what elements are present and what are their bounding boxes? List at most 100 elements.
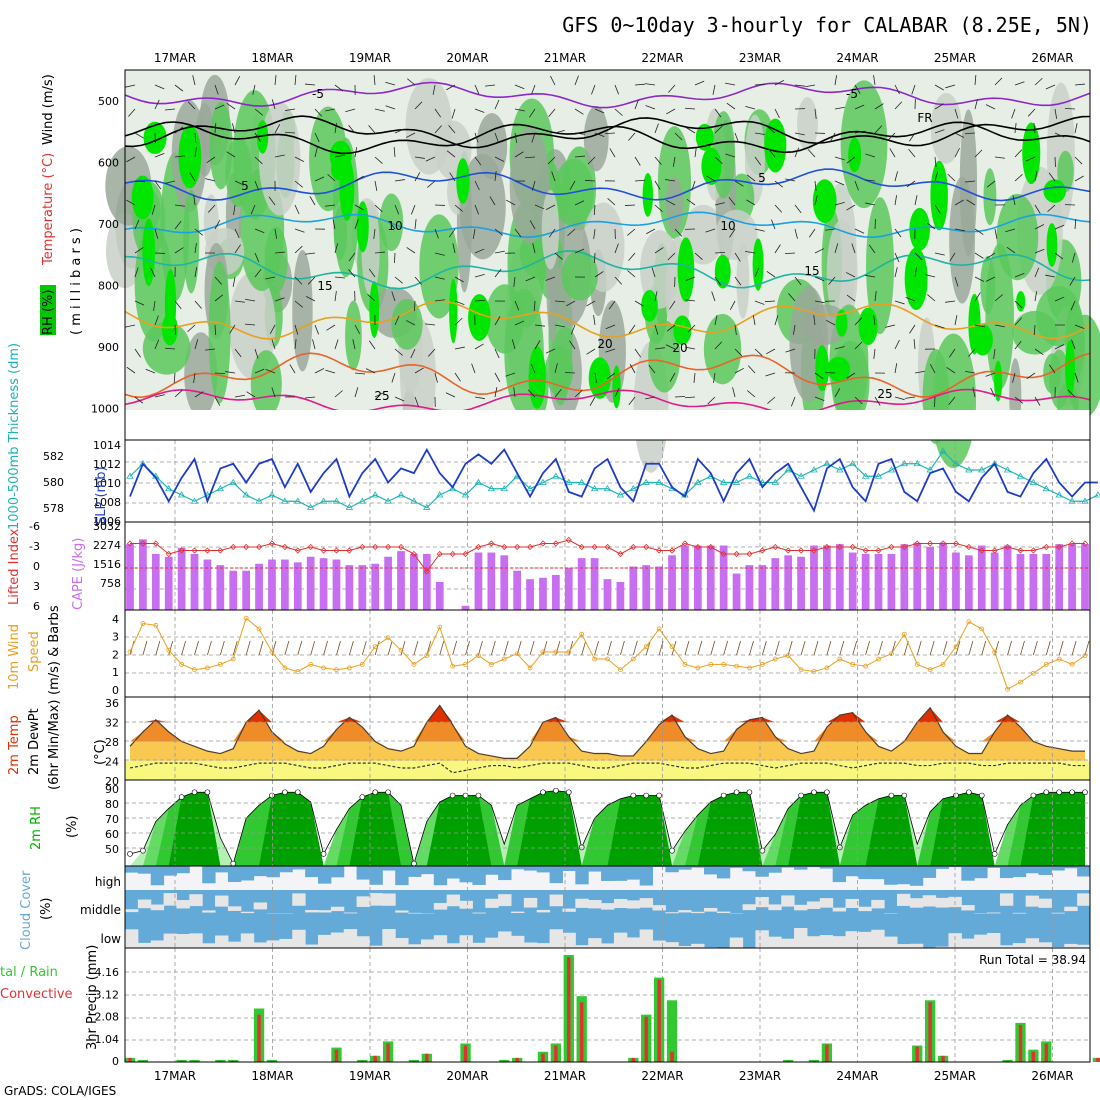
wind-barb — [207, 640, 212, 656]
wind-barb — [793, 324, 796, 335]
cloud-low-bar — [794, 928, 808, 948]
wind-barb — [489, 196, 496, 206]
wind-barb — [533, 300, 536, 312]
wind-barb — [785, 348, 796, 353]
wind-barb — [1054, 344, 1065, 350]
rh-point — [449, 792, 456, 799]
cloud-high-bar — [420, 866, 435, 875]
wind-barb — [334, 291, 337, 302]
wind10-label: 10m Wind — [7, 624, 22, 690]
wind-barb — [747, 365, 756, 374]
wind-barb — [206, 156, 216, 164]
cloud-high-bar — [678, 866, 692, 870]
wind-barb — [192, 75, 196, 86]
run-total-label: Run Total = 38.94 — [979, 953, 1086, 967]
cloud-mid-bar — [446, 894, 461, 907]
wind-speed-point — [450, 663, 456, 669]
cape-bar — [784, 555, 793, 610]
wind-barb — [314, 132, 320, 143]
li-point — [759, 547, 766, 554]
wind-barb — [845, 272, 856, 278]
wind-barb — [568, 640, 574, 656]
wind-barb — [934, 252, 945, 256]
wind-barb — [834, 180, 845, 186]
li-point — [1069, 540, 1076, 547]
wind-barb — [654, 291, 658, 302]
rh-point — [811, 789, 817, 796]
wind-barb — [873, 348, 876, 359]
cloud-high-bar — [459, 866, 473, 883]
rh-tick-label: 90 — [105, 783, 119, 796]
wind-barb — [274, 75, 277, 86]
wind-barb — [1014, 396, 1024, 404]
wind-barb — [868, 244, 876, 254]
wind-barb — [451, 108, 456, 119]
wind-barb — [666, 108, 676, 115]
wind-barb — [894, 84, 900, 95]
rh-tick-label: 50 — [105, 843, 119, 856]
precip-conv-bar — [1031, 1051, 1036, 1062]
wind-barb — [126, 199, 136, 206]
wind-barb — [254, 252, 260, 263]
wind-barb — [809, 228, 816, 238]
cloud-low-bar — [420, 939, 435, 948]
wind-barb — [734, 276, 742, 286]
wind-barb — [846, 204, 856, 211]
cloud-low-bar — [588, 938, 602, 948]
wind-speed-point — [256, 626, 262, 632]
wind-barb — [947, 173, 956, 182]
wind-barb — [234, 228, 240, 239]
thickness-point — [1055, 491, 1063, 498]
wind-barb — [474, 180, 480, 191]
thickness-point — [797, 472, 805, 479]
wind-barb — [894, 300, 905, 305]
cape-bar — [358, 565, 367, 610]
cloud-high-bar — [1064, 866, 1078, 869]
li-point — [604, 543, 611, 551]
wind-barb — [934, 129, 945, 134]
cloud-low-bar — [819, 935, 834, 948]
wind-barb — [297, 640, 303, 656]
wind-barb — [725, 153, 736, 158]
cape-bar — [887, 553, 896, 610]
wind-barb — [154, 153, 165, 158]
wind-barb — [1026, 372, 1036, 379]
wind-barb — [949, 252, 956, 262]
li-point — [165, 550, 172, 558]
wind-barb — [334, 243, 339, 254]
precip-conv-bar — [554, 1045, 558, 1062]
wind-barb — [394, 396, 405, 402]
rh-saturated-shade — [815, 345, 829, 392]
wind-barb — [314, 147, 318, 158]
li-point — [643, 543, 650, 551]
wind-barb — [1058, 640, 1064, 656]
wind-barb — [354, 324, 361, 335]
wind-barb — [514, 108, 525, 112]
cloud-low-bar — [665, 942, 679, 948]
wind-barb — [448, 228, 456, 238]
li-point — [449, 550, 456, 558]
wind-barb — [126, 156, 136, 163]
wind-barb — [194, 640, 199, 656]
cloud-low-bar — [536, 943, 551, 948]
precip-conv-bar — [670, 1051, 674, 1062]
rh-point — [630, 792, 637, 799]
temp-tick-label: 24 — [105, 756, 119, 769]
wind-speed-point — [192, 667, 197, 673]
cloud-low-bar — [292, 929, 306, 948]
wind-barb — [628, 132, 636, 141]
li-point — [462, 550, 469, 558]
wind-speed-point — [398, 647, 404, 653]
wind-speed-point — [979, 626, 985, 632]
temp-contour — [124, 352, 1091, 399]
wind-barb — [994, 156, 1005, 159]
wind-barb — [312, 339, 316, 350]
thickness-point — [732, 478, 741, 485]
wind-barb — [394, 315, 400, 326]
wind-barb — [814, 372, 824, 380]
thickness-point — [294, 497, 302, 504]
wind-barb — [445, 392, 456, 398]
wind-barb — [774, 640, 780, 656]
wind-barb — [373, 75, 376, 86]
wind-barb — [774, 315, 779, 326]
